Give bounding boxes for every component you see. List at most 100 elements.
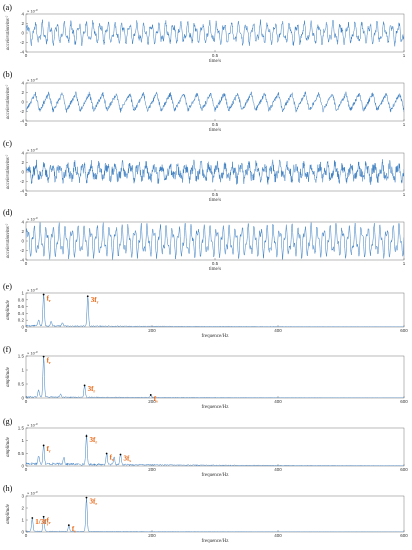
peak-annotation: 3fr xyxy=(89,497,97,506)
y-axis-label: amplitude xyxy=(6,436,11,457)
y-exponent-base: × 10 xyxy=(27,288,36,293)
peak-annotation: fr xyxy=(47,445,51,454)
y-axis-label-sup: -2 xyxy=(5,154,9,157)
y-tick-label: 0 xyxy=(21,239,24,244)
y-axis-label-text: acceleration/ms xyxy=(6,157,11,189)
y-exponent-power: -3 xyxy=(35,8,38,12)
chart-panel-c: (c) -4 -2 0 2 4 0 0.5 1 × 10-3 time/s acceleration/… xyxy=(3,139,406,203)
y-exponent-base: × 10 xyxy=(27,9,36,14)
peak-annotation: 3fr xyxy=(88,385,96,394)
peak-marker xyxy=(42,444,45,447)
y-axis-label: amplitude xyxy=(6,503,11,524)
x-tick-label: 600 xyxy=(400,399,408,404)
chart-panel-g: (g) 0 0.5 1 1.5 0 200 400 600 × 10-3 frequence/Hz a… xyxy=(3,417,408,478)
y-tick-label: 2 xyxy=(21,229,24,234)
x-tick-label: 0.5 xyxy=(212,192,219,197)
y-tick-label: -2 xyxy=(20,179,24,184)
peak-annotation-main: f xyxy=(154,395,157,403)
peak-marker xyxy=(67,524,70,527)
x-axis-label: time/s xyxy=(209,267,221,272)
x-tick-label: 200 xyxy=(148,328,156,333)
y-exponent-label: × 10-3 xyxy=(27,216,38,222)
y-axis-label-text: acceleration/ms xyxy=(6,18,11,50)
peak-annotation-main: 1/3f xyxy=(35,518,47,526)
chart-panel-e: (e)00.20.40.60.810 200 400 600× 10-3frequen… xyxy=(3,282,408,339)
peak-annotation: fs xyxy=(72,525,76,534)
y-axis-label: amplitude xyxy=(6,366,11,387)
x-axis-label: time/s xyxy=(209,198,221,203)
x-tick-label: 600 xyxy=(400,467,408,472)
x-tick-label: 0 xyxy=(25,122,28,127)
panel-label: (h) xyxy=(3,484,13,493)
y-axis-label-sup: -2 xyxy=(5,223,9,226)
x-tick-label: 0 xyxy=(25,328,28,333)
series-line xyxy=(26,91,404,113)
panel-label: (b) xyxy=(3,70,13,79)
y-axis-label-text: acceleration/ms xyxy=(6,87,11,119)
panel-label: (d) xyxy=(3,208,13,217)
peak-annotation-sub: s xyxy=(74,529,76,534)
peak-marker xyxy=(105,452,108,455)
peak-annotation-sub: r xyxy=(49,360,51,365)
peak-annotation-main: 3f xyxy=(88,385,95,393)
peak-annotation-main: 3f xyxy=(89,436,96,444)
x-tick-label: 400 xyxy=(274,467,282,472)
y-tick-label: -4 xyxy=(20,50,24,55)
peak-marker xyxy=(86,295,89,298)
series-line xyxy=(26,356,404,398)
y-axis-label: acceleration/ms-2 xyxy=(5,84,12,119)
x-tick-label: 200 xyxy=(148,399,156,404)
y-exponent-power: -3 xyxy=(35,422,38,426)
x-axis-label: frequence/Hz xyxy=(202,473,230,478)
y-tick-label: 0.4 xyxy=(18,311,25,316)
peak-annotation-sub: r xyxy=(49,298,51,303)
y-tick-label: 1 xyxy=(21,438,24,443)
y-exponent-power: -3 xyxy=(35,490,38,494)
x-tick-label: 1 xyxy=(403,122,406,127)
x-tick-label: 0.5 xyxy=(212,261,219,266)
series-line xyxy=(26,294,404,327)
y-exponent-power: -3 xyxy=(35,287,38,291)
peak-annotation-sub: r xyxy=(95,501,97,506)
peak-annotation-main: f xyxy=(72,525,75,533)
y-axis-label: acceleration/ms-2 xyxy=(5,15,12,50)
y-axis-label-sup: -2 xyxy=(5,84,9,87)
y-exponent-base: × 10 xyxy=(27,78,36,83)
peak-annotation: fr xyxy=(47,294,51,303)
series-line xyxy=(26,19,404,47)
y-exponent-base: × 10 xyxy=(27,148,36,153)
y-exponent-base: × 10 xyxy=(27,217,36,222)
peak-annotation-main: f xyxy=(47,356,50,364)
y-tick-label: 1.5 xyxy=(18,354,25,359)
y-tick-label: 0.5 xyxy=(18,451,25,456)
peak-marker xyxy=(149,394,152,396)
peak-annotation: 1/3fr xyxy=(35,518,48,527)
x-tick-label: 400 xyxy=(274,399,282,404)
y-tick-label: 1.5 xyxy=(18,426,25,431)
y-tick-label: 1 xyxy=(21,518,24,523)
y-exponent-label: × 10-3 xyxy=(27,490,38,496)
peak-marker xyxy=(42,293,45,296)
y-tick-label: 0 xyxy=(21,325,24,330)
x-axis-label: frequence/Hz xyxy=(202,405,230,410)
peak-annotation-sub: s xyxy=(156,398,158,403)
peak-annotation: fr xyxy=(47,517,51,526)
y-tick-label: 0 xyxy=(21,100,24,105)
y-tick-label: 3 xyxy=(21,494,24,499)
peak-annotation-sub: r xyxy=(49,449,51,454)
peak-annotation-sub: r xyxy=(93,389,95,394)
x-tick-label: 600 xyxy=(400,328,408,333)
plot-frame xyxy=(25,427,405,467)
x-axis-label: time/s xyxy=(209,128,221,133)
y-tick-label: -4 xyxy=(20,189,24,194)
x-tick-label: 0 xyxy=(25,53,28,58)
y-tick-label: 2 xyxy=(21,506,24,511)
y-axis-label: acceleration/ms-2 xyxy=(5,154,12,189)
plot-frame xyxy=(25,82,405,122)
x-tick-label: 400 xyxy=(274,328,282,333)
y-tick-label: 2 xyxy=(21,160,24,165)
y-tick-label: 0 xyxy=(21,396,24,401)
y-axis-label-sup: -2 xyxy=(5,15,9,18)
peak-annotation: fs xyxy=(154,395,158,404)
